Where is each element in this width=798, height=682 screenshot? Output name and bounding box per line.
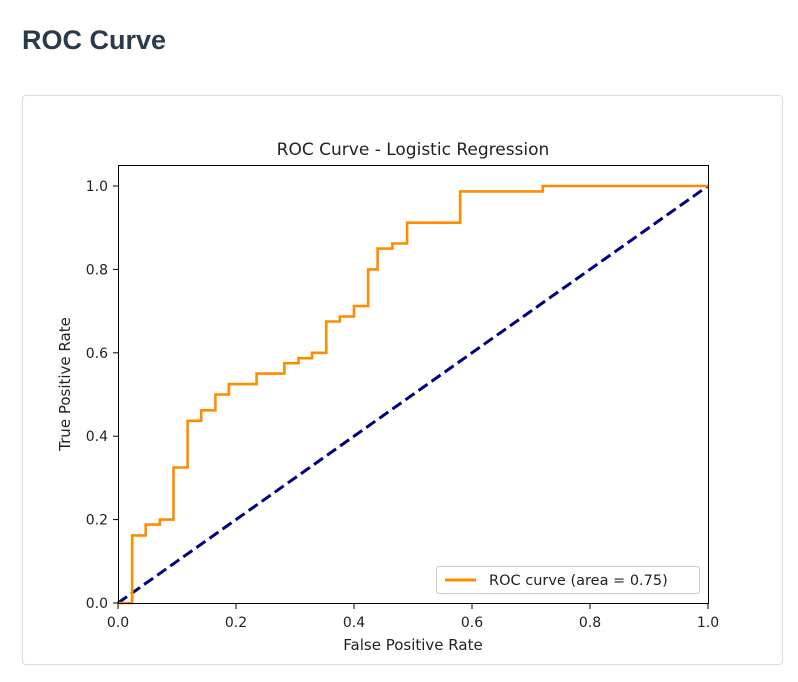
y-tick-label: 0.2 [86, 513, 108, 529]
chart-title: ROC Curve - Logistic Regression [277, 140, 550, 160]
x-axis-label: False Positive Rate [343, 636, 482, 654]
y-tick-label: 0.6 [86, 346, 108, 362]
y-tick-label: 0.4 [86, 429, 108, 445]
y-axis-label: True Positive Rate [56, 317, 74, 452]
legend: ROC curve (area = 0.75) [436, 566, 700, 594]
page-title: ROC Curve [22, 25, 167, 55]
y-tick-label: 0.0 [86, 596, 108, 612]
x-tick-label: 0.4 [343, 615, 365, 631]
x-tick-label: 0.2 [225, 615, 247, 631]
x-tick-label: 1.0 [697, 615, 719, 631]
x-tick-label: 0.8 [579, 615, 601, 631]
plot-frame [118, 165, 709, 604]
x-tick-label: 0.6 [461, 615, 483, 631]
x-tick-label: 0.0 [107, 615, 129, 631]
legend-label: ROC curve (area = 0.75) [489, 573, 668, 589]
legend-box [436, 566, 700, 594]
y-tick-label: 0.8 [86, 262, 108, 278]
y-tick-label: 1.0 [86, 179, 108, 195]
roc-curve-line [118, 184, 708, 605]
chance-diagonal-line [117, 184, 709, 605]
